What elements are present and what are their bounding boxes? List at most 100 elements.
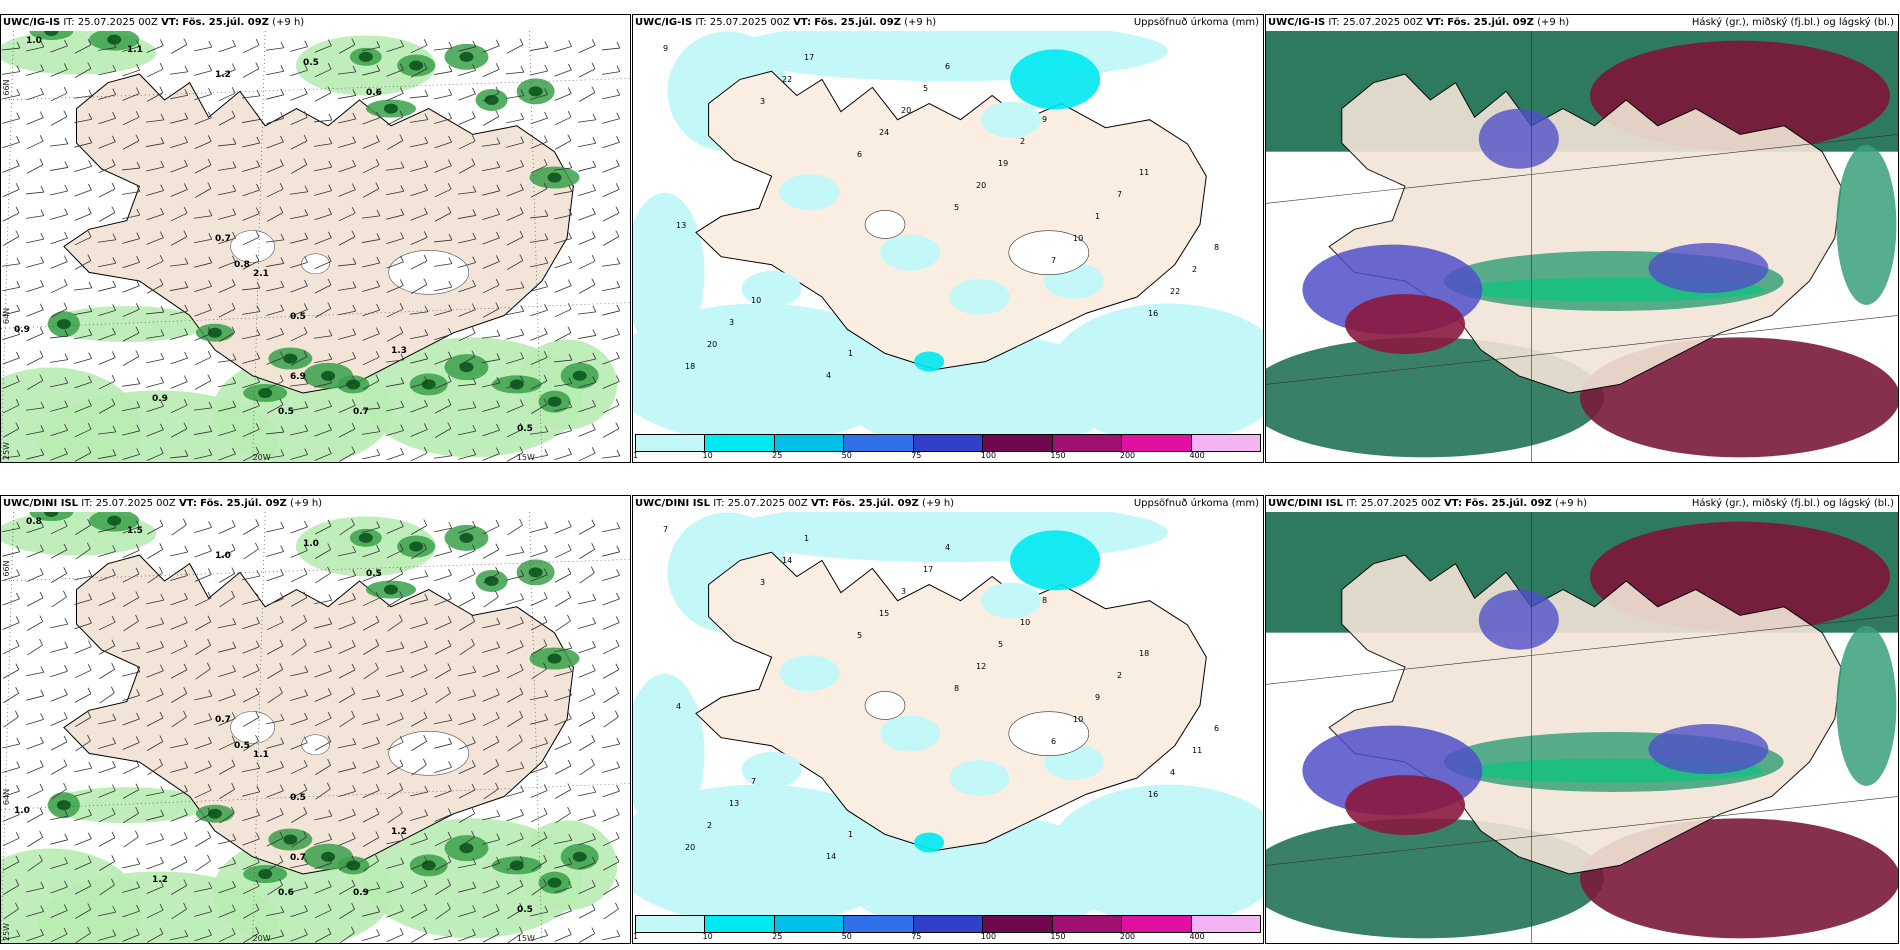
precip-value-label: 2 (1192, 265, 1197, 274)
glacier (864, 210, 906, 239)
panel-header: UWC/DINI ISL IT: 25.07.2025 00Z VT: Fös.… (635, 497, 1261, 511)
valid-time-label: VT: (178, 498, 197, 509)
colorbar-tick: 150 (1050, 451, 1066, 460)
colorbar-cell (1122, 916, 1192, 932)
wind-value-label: 1.2 (215, 70, 231, 80)
colorbar-tick: 100 (980, 451, 997, 460)
init-time: IT: 25.07.2025 00Z (63, 17, 158, 28)
wind-value-label: 0.7 (215, 715, 231, 725)
colorbar-cell (1191, 916, 1260, 932)
lon-label: 20W (253, 453, 271, 462)
iceland-land (63, 73, 574, 394)
lon-label: 25W (2, 442, 11, 460)
wind-panel-dini: UWC/DINI ISL IT: 25.07.2025 00Z VT: Fös.… (0, 495, 631, 944)
valid-time: Fös. 25.júl. 09Z (832, 498, 919, 509)
heavy-precip (547, 877, 562, 888)
colorbar-tick: 10 (702, 451, 713, 460)
colorbar-tick: 50 (841, 932, 852, 941)
colorbar-tick: 75 (911, 451, 922, 460)
init-time: IT: 25.07.2025 00Z (81, 498, 176, 509)
heavy-precip (44, 31, 59, 36)
heavy-precip (528, 567, 543, 578)
precip-value-label: 4 (1170, 768, 1175, 777)
precip-value-label: 9 (663, 44, 668, 53)
high-cloud-area (1580, 337, 1898, 458)
precip-value-label: 9 (1095, 693, 1100, 702)
low-cloud-area (1836, 625, 1897, 786)
colorbar-cell (705, 916, 775, 932)
wind-value-label: 1.5 (127, 526, 143, 536)
graticule (1266, 512, 1898, 943)
precip-value-label: 1 (848, 349, 853, 358)
lead-time: (+9 h) (1555, 498, 1588, 509)
precip-value-label: 22 (1170, 287, 1180, 296)
precip-value-label: 18 (685, 362, 695, 371)
precip-value-label: 20 (685, 843, 695, 852)
heavy-precip (44, 512, 59, 517)
heavy-precip (421, 379, 436, 390)
valid-time: Fös. 25.júl. 09Z (200, 498, 287, 509)
glacier (388, 731, 470, 776)
cloud-panel-dini: UWC/DINI ISL IT: 25.07.2025 00Z VT: Fös.… (1265, 495, 1899, 944)
heavy-precip (409, 541, 424, 552)
precip-value-label: 11 (1192, 746, 1202, 755)
light-precip-area (633, 303, 909, 434)
heavy-precip (258, 388, 273, 399)
panel-title: Háský (gr.), miðský (fj.bl.) og lágský (… (1691, 498, 1894, 509)
heavy-precip (547, 653, 562, 664)
panel-header: UWC/DINI ISL IT: 25.07.2025 00Z VT: Fös.… (1268, 497, 1896, 511)
heavy-precip (459, 532, 474, 543)
precip-value-label: 16 (1148, 309, 1158, 318)
precip-value-label: 12 (976, 662, 986, 671)
colorbar-cell (913, 916, 984, 932)
lead-time: (+9 h) (290, 498, 323, 509)
precip-value-label: 10 (1073, 715, 1083, 724)
glacier (230, 230, 275, 263)
heavy-precip (321, 370, 336, 381)
precip-value-label: 10 (751, 296, 761, 305)
glacier (864, 691, 906, 720)
colorbar-tick: 25 (772, 451, 783, 460)
wind-value-label: 1.0 (215, 551, 231, 561)
heavy-precip (572, 851, 587, 862)
precip-value-label: 8 (954, 684, 959, 693)
precip-value-label: 19 (998, 159, 1008, 168)
precip-value-label: 9 (1042, 115, 1047, 124)
moderate-precip (1010, 49, 1101, 110)
light-precip-area (1048, 303, 1263, 434)
colorbar-cell (1052, 916, 1123, 932)
colorbar-cell (774, 916, 845, 932)
precip-panel-igis: UWC/IG-IS IT: 25.07.2025 00Z VT: Fös. 25… (632, 14, 1264, 463)
precip-value-label: 6 (1214, 724, 1219, 733)
heavy-precip (409, 60, 424, 71)
precip-panel-dini: UWC/DINI ISL IT: 25.07.2025 00Z VT: Fös.… (632, 495, 1264, 944)
wind-value-label: 1.3 (391, 346, 407, 356)
moderate-precip (914, 351, 945, 372)
precip-value-label: 13 (676, 221, 686, 230)
precip-value-label: 2 (707, 821, 712, 830)
colorbar-ticks: 1 10 25 50 75 100 150 200 400 (633, 451, 1261, 461)
precip-value-label: 5 (923, 84, 928, 93)
wind-value-label: 1.1 (127, 45, 143, 55)
panel-header: UWC/DINI ISL IT: 25.07.2025 00Z VT: Fös.… (3, 497, 628, 511)
mid-cloud-area (1478, 108, 1559, 169)
colorbar-cell (705, 435, 775, 451)
precip-value-label: 8 (1214, 243, 1219, 252)
wind-value-label: 0.9 (353, 888, 369, 898)
precip-value-label: 7 (663, 525, 668, 534)
colorbar-cell (844, 916, 914, 932)
precip-value-label: 6 (1051, 737, 1056, 746)
precip-value-label: 17 (804, 53, 814, 62)
lat-label: 66N (2, 79, 11, 95)
wind-value-label: 0.8 (26, 517, 42, 527)
precip-value-label: 1 (848, 830, 853, 839)
panel-title: Háský (gr.), miðský (fj.bl.) og lágský (… (1691, 17, 1894, 28)
light-precip-area (633, 784, 909, 915)
wind-value-label: 1.2 (391, 827, 407, 837)
precip-map: 9 3 6 5 7 16 18 22 24 20 10 22 20 17 20 19 1 2 3 4 5 2 7 8 10 1 6 9… (633, 31, 1263, 434)
mid-cloud-area (1478, 589, 1559, 650)
light-precip-area (880, 234, 941, 271)
wind-field-layer (1, 31, 630, 462)
wind-value-label: 2.1 (253, 269, 269, 279)
light-precip-area (779, 174, 840, 211)
